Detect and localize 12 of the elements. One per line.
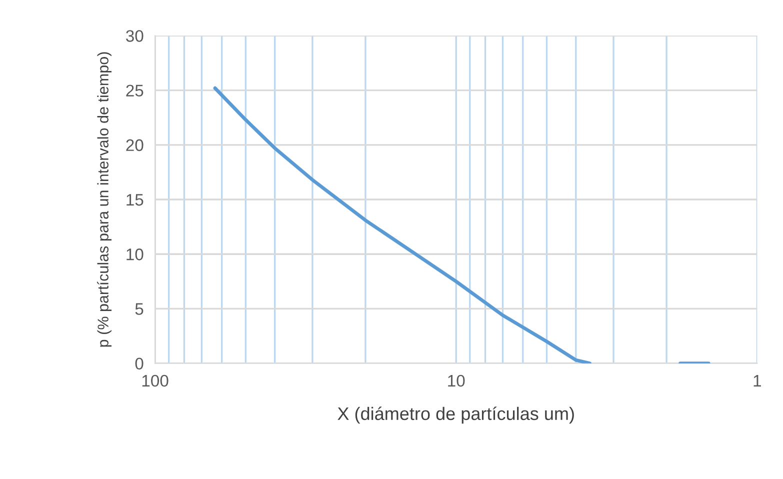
y-tick-label: 0 xyxy=(135,358,144,370)
y-tick-label: 15 xyxy=(126,194,144,206)
y-tick-label: 5 xyxy=(135,303,144,315)
y-tick-label: 30 xyxy=(126,30,144,42)
x-tick-label: 10 xyxy=(448,374,465,387)
y-tick-label: 20 xyxy=(126,139,144,152)
y-axis-title: p (% partículas para un intervalo de tiempo) xyxy=(97,52,112,347)
y-tick-label: 10 xyxy=(126,248,144,260)
x-axis-title: X (diámetro de partículas um) xyxy=(338,406,574,424)
y-tick-label: 25 xyxy=(126,84,144,96)
x-tick-label: 100 xyxy=(142,374,168,387)
x-tick-label: 1 xyxy=(754,375,761,387)
